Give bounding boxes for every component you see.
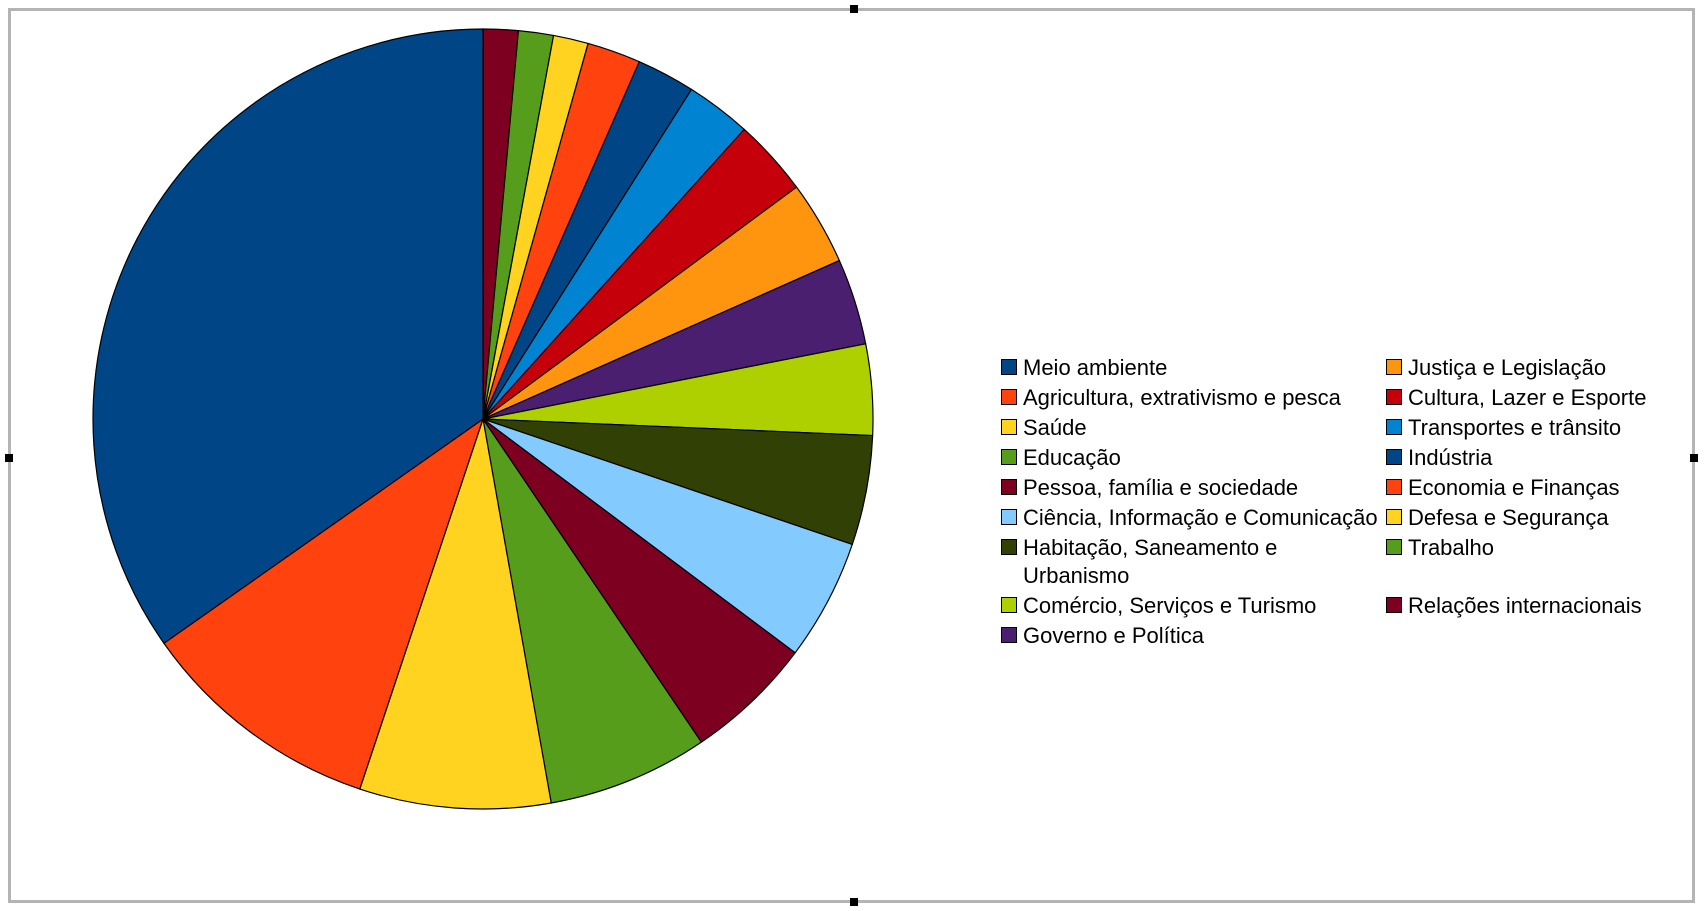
legend-swatch [1386, 359, 1402, 375]
pie-slice[interactable] [359, 418, 552, 810]
pie-slice[interactable] [92, 28, 484, 644]
legend-swatch [1001, 627, 1017, 643]
legend-swatch [1001, 389, 1017, 405]
legend-label: Saúde [1023, 415, 1087, 440]
legend-item: Economia e Finanças [1386, 474, 1686, 502]
legend-item: Educação [1001, 444, 1386, 472]
resize-handle-right[interactable] [1690, 454, 1698, 462]
legend-swatch [1386, 389, 1402, 405]
legend-label: Comércio, Serviços e Turismo [1023, 593, 1317, 618]
legend-item: Comércio, Serviços e Turismo [1001, 592, 1386, 620]
legend-item: Pessoa, família e sociedade [1001, 474, 1386, 502]
legend-item: Cultura, Lazer e Esporte [1386, 384, 1686, 412]
legend-swatch [1001, 539, 1017, 555]
legend-swatch [1001, 419, 1017, 435]
legend-swatch [1386, 449, 1402, 465]
pie-chart[interactable] [11, 11, 1011, 900]
legend-label: Economia e Finanças [1408, 475, 1620, 500]
legend-label: Defesa e Segurança [1408, 505, 1609, 530]
legend-swatch [1386, 597, 1402, 613]
legend-item: Ciência, Informação e Comunicação [1001, 504, 1386, 532]
legend-item: Habitação, Saneamento e Urbanismo [1001, 534, 1386, 590]
legend-label: Habitação, Saneamento e Urbanismo [1023, 535, 1278, 588]
pie-slice[interactable] [163, 418, 484, 790]
legend-label: Ciência, Informação e Comunicação [1023, 505, 1378, 530]
legend-swatch [1386, 509, 1402, 525]
legend-swatch [1386, 539, 1402, 555]
legend-swatch [1001, 597, 1017, 613]
legend-label: Pessoa, família e sociedade [1023, 475, 1299, 500]
legend-swatch [1386, 479, 1402, 495]
chart-frame[interactable]: Meio ambiente Justiça e Legislação Agric… [5, 5, 1698, 906]
legend-label: Meio ambiente [1023, 355, 1168, 380]
legend-item: Saúde [1001, 414, 1386, 442]
legend-item: Defesa e Segurança [1386, 504, 1686, 532]
legend-item: Relações internacionais [1386, 592, 1686, 620]
legend-label: Cultura, Lazer e Esporte [1408, 385, 1647, 410]
legend-label: Trabalho [1408, 535, 1495, 560]
pie-slice[interactable] [482, 418, 702, 804]
legend-item: Justiça e Legislação [1386, 354, 1686, 382]
legend-label: Justiça e Legislação [1408, 355, 1607, 380]
legend-item: Trabalho [1386, 534, 1686, 590]
legend-label: Relações internacionais [1408, 593, 1642, 618]
legend-swatch [1001, 359, 1017, 375]
legend-item: Governo e Política [1001, 622, 1386, 650]
legend-item: Indústria [1386, 444, 1686, 472]
legend-label: Governo e Política [1023, 623, 1204, 648]
resize-handle-bottom[interactable] [850, 898, 858, 906]
legend-label: Transportes e trânsito [1408, 415, 1622, 440]
legend-label: Agricultura, extrativismo e pesca [1023, 385, 1341, 410]
legend-swatch [1386, 419, 1402, 435]
legend-item: Agricultura, extrativismo e pesca [1001, 384, 1386, 412]
legend-swatch [1001, 509, 1017, 525]
resize-handle-left[interactable] [5, 454, 13, 462]
legend-item: Transportes e trânsito [1386, 414, 1686, 442]
legend-item: Meio ambiente [1001, 354, 1386, 382]
legend-label: Indústria [1408, 445, 1493, 470]
resize-handle-top[interactable] [850, 5, 858, 13]
legend-label: Educação [1023, 445, 1121, 470]
legend-swatch [1001, 449, 1017, 465]
legend-swatch [1001, 479, 1017, 495]
legend: Meio ambiente Justiça e Legislação Agric… [1001, 354, 1691, 650]
